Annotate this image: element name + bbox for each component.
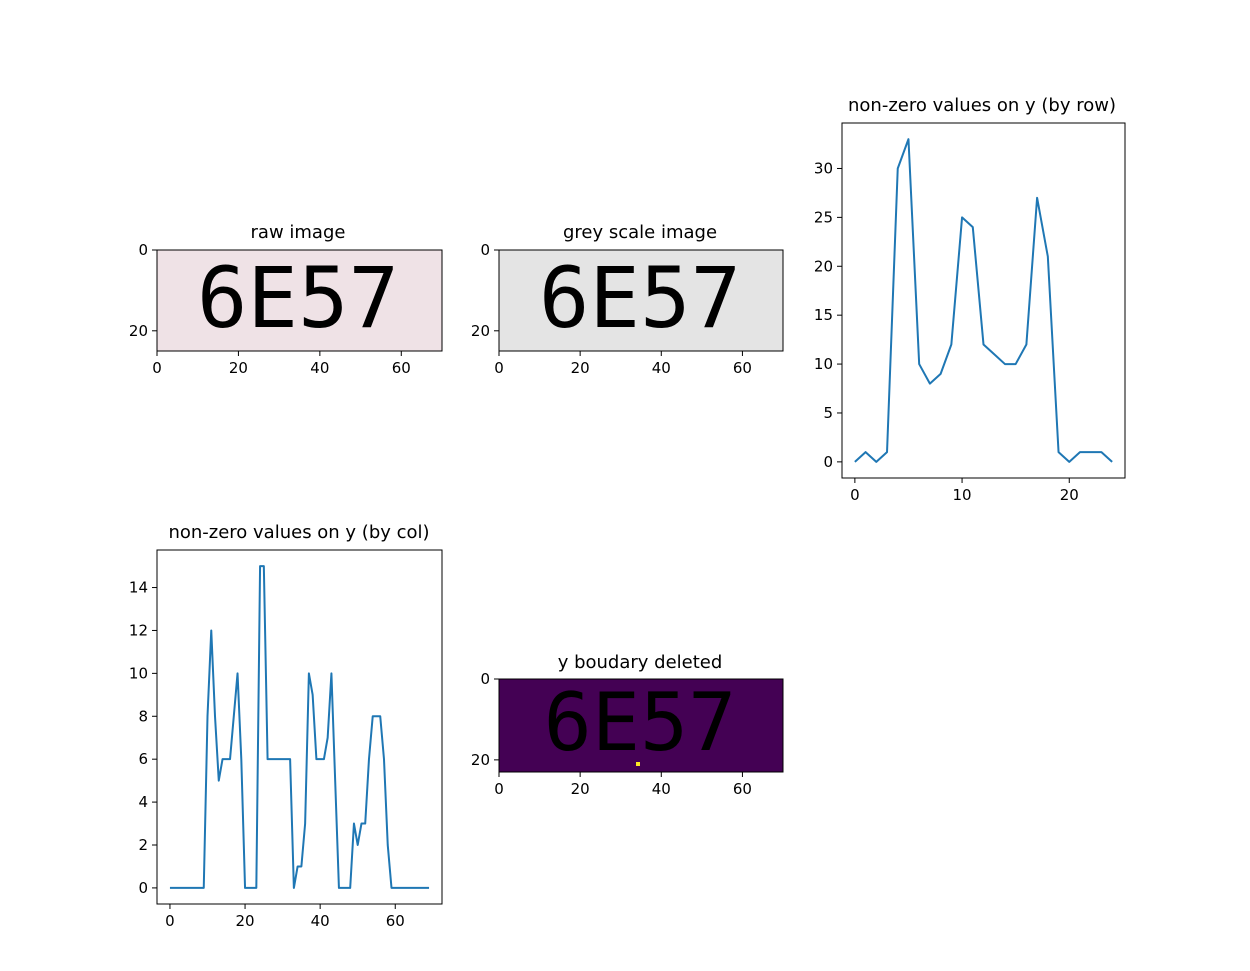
raw-image-x-tick-label: 40 — [310, 359, 329, 377]
mask-image-x-tick-label: 40 — [652, 780, 671, 798]
mask-image-x-tick-label: 20 — [571, 780, 590, 798]
row-profile-y-tick-label: 15 — [814, 306, 833, 324]
raw-image-x-tick-label: 0 — [152, 359, 162, 377]
raw-image-x-tick-label: 20 — [229, 359, 248, 377]
row-profile-y-tick-label: 5 — [823, 404, 833, 422]
col-profile-x-ticks: 0 20 40 60 — [165, 904, 405, 930]
grey-image-title: grey scale image — [563, 222, 717, 243]
col-profile-x-tick-label: 60 — [386, 912, 405, 930]
col-profile-x-tick-label: 20 — [236, 912, 255, 930]
raw-image-text: 6E57 — [197, 249, 399, 347]
row-profile-x-tick-label: 10 — [953, 486, 972, 504]
row-profile-panel: non-zero values on y (by row) 0 10 20 0 5 10… — [814, 95, 1126, 504]
col-profile-y-tick-label: 10 — [129, 664, 148, 682]
col-profile-y-tick-label: 0 — [138, 879, 148, 897]
row-profile-frame — [841, 122, 1126, 479]
grey-image-x-tick-label: 40 — [652, 359, 671, 377]
grey-image-frame — [498, 249, 784, 352]
grey-image-y-tick-label: 0 — [480, 241, 490, 259]
row-profile-y-tick-label: 30 — [814, 159, 833, 177]
row-profile-y-tick-label: 25 — [814, 208, 833, 226]
raw-image-y-tick-label: 20 — [129, 322, 148, 340]
row-profile-y-ticks: 0 5 10 15 20 25 30 — [814, 159, 842, 471]
mask-image-text: 6E57 — [544, 676, 737, 769]
col-profile-x-tick-label: 40 — [311, 912, 330, 930]
col-profile-line — [169, 565, 430, 889]
col-profile-x-tick-label: 0 — [165, 912, 175, 930]
mask-image-frame — [498, 678, 784, 773]
col-profile-panel: non-zero values on y (by col) 0 20 40 60 0 2… — [129, 522, 443, 930]
grey-image-y-ticks: 0 20 — [471, 241, 499, 340]
mask-image-y-tick-label: 20 — [471, 751, 490, 769]
mask-image-background — [499, 679, 783, 772]
row-profile-x-ticks: 0 10 20 — [850, 478, 1079, 504]
raw-image-frame — [156, 249, 443, 352]
grey-image-x-tick-label: 60 — [733, 359, 752, 377]
mask-image-x-ticks: 0 20 40 60 — [494, 772, 752, 798]
col-profile-y-tick-label: 8 — [138, 707, 148, 725]
raw-image-title: raw image — [251, 222, 346, 243]
grey-image-x-ticks: 0 20 40 60 — [494, 351, 752, 377]
col-profile-y-ticks: 0 2 4 6 8 10 12 14 — [129, 579, 157, 897]
col-profile-y-tick-label: 14 — [129, 579, 148, 597]
row-profile-line — [854, 138, 1113, 463]
row-profile-y-tick-label: 20 — [814, 257, 833, 275]
raw-image-y-ticks: 0 20 — [129, 241, 157, 340]
raw-image-y-tick-label: 0 — [138, 241, 148, 259]
col-profile-y-tick-label: 2 — [138, 836, 148, 854]
raw-image-x-ticks: 0 20 40 60 — [152, 351, 411, 377]
raw-image-panel: raw image 6E57 0 20 40 60 0 20 — [129, 222, 443, 377]
mask-image-x-tick-label: 0 — [494, 780, 504, 798]
row-profile-x-tick-label: 20 — [1060, 486, 1079, 504]
col-profile-y-tick-label: 4 — [138, 793, 148, 811]
grey-image-background — [499, 250, 783, 351]
mask-image-panel: y boudary deleted 6E57 0 20 40 60 020 — [471, 652, 784, 798]
row-profile-title: non-zero values on y (by row) — [848, 95, 1116, 116]
grey-image-text: 6E57 — [539, 249, 741, 347]
row-profile-y-tick-label: 10 — [814, 355, 833, 373]
mask-image-y-ticks: 0 20 — [471, 670, 499, 769]
mask-image-y-tick-label: 0 — [480, 670, 490, 688]
row-profile-y-tick-label: 0 — [823, 453, 833, 471]
raw-image-background — [157, 250, 442, 351]
grey-image-x-tick-label: 0 — [494, 359, 504, 377]
grey-image-x-tick-label: 20 — [571, 359, 590, 377]
mask-hot-pixel — [636, 762, 640, 766]
row-profile-x-tick-label: 0 — [850, 486, 860, 504]
col-profile-y-tick-label: 12 — [129, 621, 148, 639]
col-profile-title: non-zero values on y (by col) — [168, 522, 429, 543]
col-profile-frame — [156, 549, 443, 905]
raw-image-x-tick-label: 60 — [392, 359, 411, 377]
grey-image-y-tick-label: 20 — [471, 322, 490, 340]
mask-image-x-tick-label: 60 — [733, 780, 752, 798]
grey-image-panel: grey scale image 6E57 0 20 40 60 0 20 — [471, 222, 784, 377]
mask-image-title: y boudary deleted — [558, 652, 723, 673]
col-profile-y-tick-label: 6 — [138, 750, 148, 768]
